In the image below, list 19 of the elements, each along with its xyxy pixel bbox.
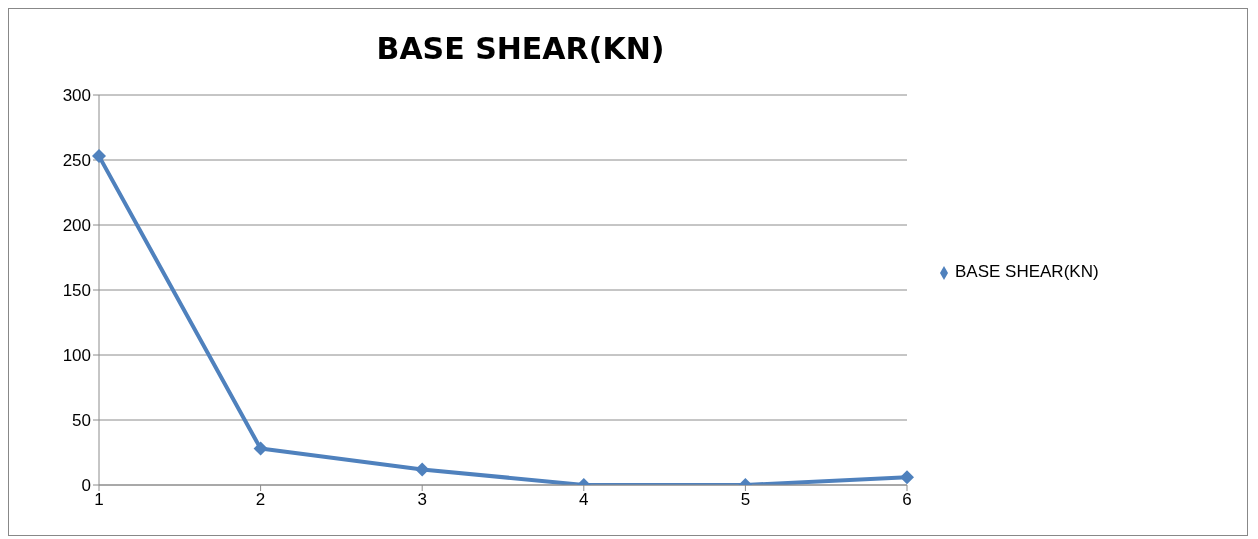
x-tick-label: 2: [255, 490, 266, 510]
x-tick-label: 4: [579, 490, 589, 510]
y-tick-label: 200: [62, 216, 91, 236]
point: [253, 441, 268, 456]
legend-label: BASE SHEAR(KN): [955, 262, 1099, 281]
x-tick-label: 1: [94, 490, 104, 510]
x-tick-label: 3: [417, 490, 427, 510]
chart-title: BASE SHEAR(KN): [376, 31, 665, 66]
point: [92, 149, 106, 164]
y-tick-label: 0: [81, 476, 91, 496]
point: [900, 470, 914, 485]
point: [415, 462, 430, 477]
x-tick-label: 5: [740, 490, 751, 510]
y-tick-label: 250: [62, 151, 91, 171]
y-tick-label: 150: [62, 281, 91, 301]
y-tick-label: 300: [62, 86, 91, 106]
x-tick-label: 6: [902, 490, 912, 510]
y-tick-label: 100: [62, 346, 91, 366]
y-tick-label: 50: [72, 411, 91, 431]
